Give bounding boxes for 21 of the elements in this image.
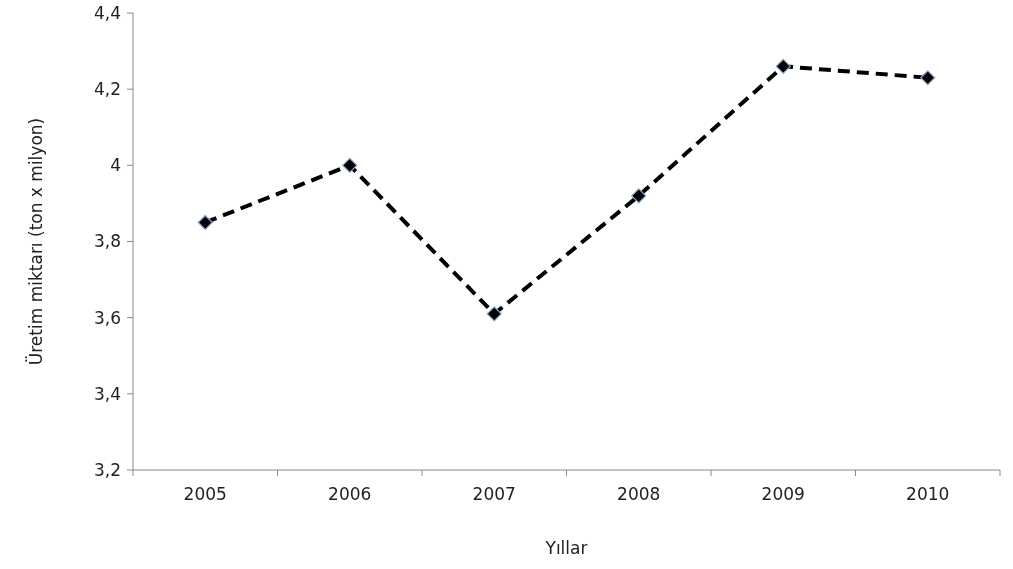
point — [631, 188, 647, 204]
y-tick-label: 3,6 — [93, 307, 121, 328]
point — [486, 306, 502, 322]
y-tick-label: 3,4 — [93, 383, 121, 404]
x-tick-label: 2005 — [183, 484, 227, 504]
y-tick-label: 3,2 — [93, 459, 121, 480]
y-axis-title: Üretim miktarı (ton x milyon) — [25, 117, 46, 366]
x-tick-label: 2007 — [472, 484, 516, 504]
x-axis-title: Yıllar — [544, 538, 588, 558]
y-tick-label: 4,2 — [93, 79, 121, 100]
point — [775, 58, 791, 74]
point — [920, 70, 936, 86]
y-tick-label: 4 — [110, 155, 121, 176]
x-tick-label: 2009 — [761, 484, 805, 504]
x-tick-label: 2010 — [906, 484, 950, 504]
point — [342, 157, 358, 173]
y-tick-label: 4,4 — [93, 2, 121, 23]
point — [197, 214, 213, 231]
x-tick-label: 2006 — [328, 484, 372, 504]
x-tick-label: 2008 — [617, 484, 661, 504]
y-tick-label: 3,8 — [93, 231, 121, 252]
